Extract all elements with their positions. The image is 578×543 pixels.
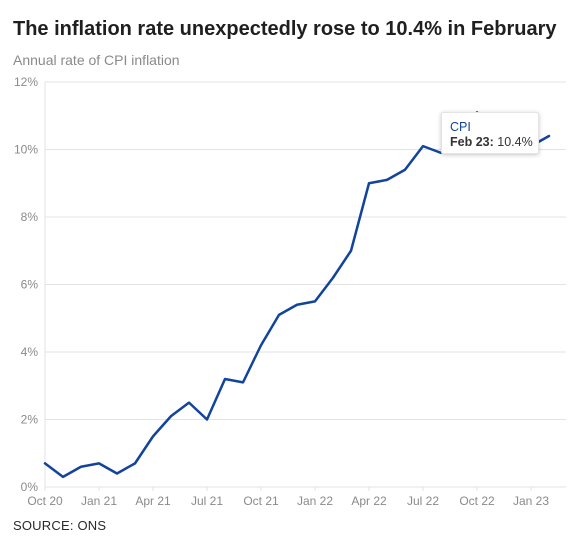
tooltip-date: Feb 23:: [450, 135, 494, 149]
y-tick-label: 6%: [21, 278, 39, 292]
tooltip-value: 10.4%: [497, 135, 533, 149]
x-tick-label: Jul 22: [407, 494, 439, 508]
x-tick-label: Oct 22: [459, 494, 495, 508]
x-tick-label: Oct 20: [27, 494, 63, 508]
x-tick-label: Jan 21: [81, 494, 117, 508]
y-tick-label: 10%: [14, 143, 38, 157]
gridlines: [44, 81, 566, 488]
series-line-cpi: [43, 111, 551, 479]
series-lines: [43, 111, 551, 479]
chart-subtitle: Annual rate of CPI inflation: [13, 52, 180, 68]
y-tick-label: 4%: [21, 345, 39, 359]
x-axis-ticks: Oct 20 Jan 21 Apr 21 Jul 21 Oct 21 Jan 22 Apr …: [27, 487, 549, 508]
hover-tooltip: CPI Feb 23: 10.4%: [441, 112, 539, 154]
y-tick-label: 0%: [21, 480, 39, 494]
x-tick-label: Jan 23: [513, 494, 549, 508]
source-note: SOURCE: ONS: [13, 518, 107, 533]
x-tick-label: Jan 22: [297, 494, 333, 508]
x-tick-label: Jul 21: [191, 494, 223, 508]
tooltip-series-name: CPI: [450, 120, 471, 134]
y-axis-ticks: 0% 2% 4% 6% 8% 10% 12%: [14, 75, 38, 494]
y-tick-label: 2%: [21, 413, 39, 427]
x-tick-label: Oct 21: [243, 494, 279, 508]
chart-title: The inflation rate unexpectedly rose to …: [13, 18, 557, 40]
y-tick-label: 8%: [21, 210, 39, 224]
x-tick-label: Apr 22: [351, 494, 387, 508]
x-tick-label: Apr 21: [135, 494, 171, 508]
y-tick-label: 12%: [14, 75, 38, 89]
